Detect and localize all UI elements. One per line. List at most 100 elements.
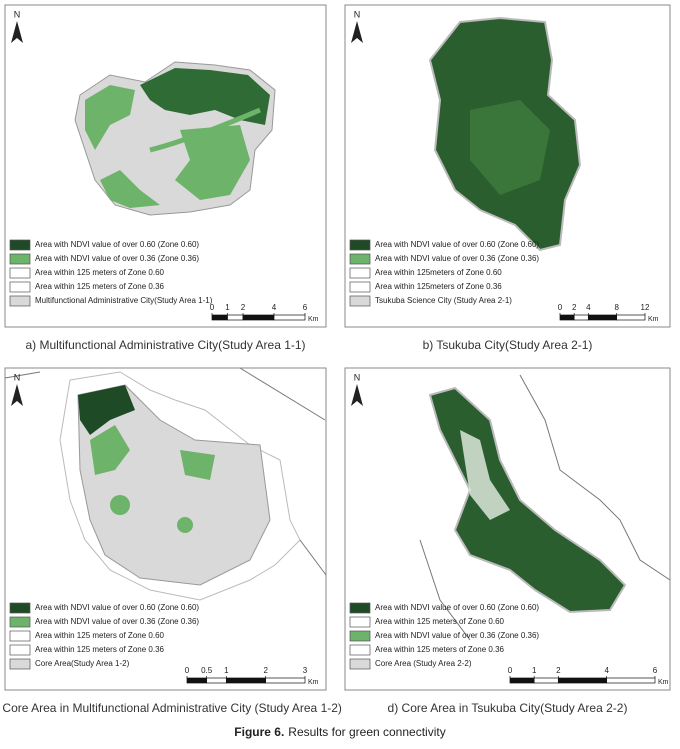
scale-segment — [557, 677, 608, 684]
panel-caption: c) Core Area in Multifunctional Administ… — [0, 701, 342, 715]
scale-label: 6 — [653, 666, 658, 675]
scale-segment — [616, 314, 646, 321]
scale-label: 2 — [241, 303, 246, 312]
north-label: N — [354, 372, 361, 382]
scale-label: 12 — [641, 303, 650, 312]
scale-unit: Km — [658, 679, 669, 686]
panel-caption: a) Multifunctional Administrative City(S… — [25, 338, 305, 352]
scale-segment — [509, 677, 535, 684]
scale-label: 2 — [263, 666, 268, 675]
panel-caption: b) Tsukuba City(Study Area 2-1) — [423, 338, 593, 352]
legend-label: Multifunctional Administrative City(Stud… — [35, 296, 213, 305]
scale-label: 0 — [508, 666, 513, 675]
map — [74, 61, 276, 216]
legend-swatch — [349, 295, 371, 307]
legend-label: Area with NDVI value of over 0.36 (Zone … — [375, 631, 539, 640]
scale-label: 0 — [185, 666, 190, 675]
north-label: N — [354, 9, 361, 19]
north-label: N — [14, 9, 21, 19]
scale-label: 8 — [614, 303, 619, 312]
legend-swatch — [349, 630, 371, 642]
legend-swatch — [349, 239, 371, 251]
legend-label: Area with NDVI value of over 0.60 (Zone … — [375, 603, 539, 612]
scale-unit: Km — [648, 316, 659, 323]
scale-segment — [606, 677, 656, 684]
scale-segment — [227, 314, 244, 321]
legend-swatch — [9, 658, 31, 670]
legend-label: Area with NDVI value of over 0.36 (Zone … — [35, 254, 199, 263]
scale-label: 0 — [558, 303, 563, 312]
scale-segment — [242, 314, 275, 321]
legend-label: Area with NDVI value of over 0.60 (Zone … — [375, 240, 539, 249]
scale-label: 0 — [210, 303, 215, 312]
scale-unit: Km — [308, 316, 319, 323]
legend-swatch — [9, 295, 31, 307]
legend-label: Area within 125meters of Zone 0.36 — [375, 282, 502, 291]
north-label: N — [14, 372, 21, 382]
legend-label: Area within 125 meters of Zone 0.60 — [35, 268, 165, 277]
legend-swatch — [9, 253, 31, 265]
panel-caption: d) Core Area in Tsukuba City(Study Area … — [388, 701, 628, 715]
legend-label: Area with NDVI value of over 0.60 (Zone … — [35, 603, 199, 612]
legend-swatch — [9, 602, 31, 614]
scale-label: 1 — [224, 666, 229, 675]
scale-label: 6 — [303, 303, 308, 312]
map — [419, 374, 671, 641]
scale-segment — [206, 677, 227, 684]
legend-label: Area within 125 meters of Zone 0.60 — [375, 617, 505, 626]
scale-label: 4 — [272, 303, 277, 312]
legend-label: Area with NDVI value of over 0.36 (Zone … — [375, 254, 539, 263]
figure-label: Figure 6. — [234, 725, 284, 739]
legend-swatch — [349, 644, 371, 656]
scale-label: 0.5 — [201, 666, 213, 675]
legend-swatch — [349, 658, 371, 670]
north-arrow — [11, 21, 23, 43]
map — [428, 16, 582, 252]
legend-swatch — [349, 281, 371, 293]
scale-segment — [573, 314, 589, 321]
scale-label: 3 — [303, 666, 308, 675]
scale-segment — [225, 677, 267, 684]
figure-caption: Figure 6. Results for green connectivity — [234, 725, 445, 739]
figure-text: Results for green connectivity — [288, 725, 445, 739]
legend-swatch — [349, 616, 371, 628]
legend-swatch — [349, 602, 371, 614]
scale-label: 2 — [556, 666, 561, 675]
scale-segment — [559, 314, 575, 321]
legend-label: Tsukuba Science City (Study Area 2-1) — [375, 296, 512, 305]
north-arrow — [351, 21, 363, 43]
scale-segment — [265, 677, 306, 684]
north-arrow — [11, 384, 23, 406]
scale-segment — [587, 314, 618, 321]
scale-label: 4 — [604, 666, 609, 675]
legend-label: Area within 125 meters of Zone 0.60 — [35, 631, 165, 640]
legend-label: Core Area(Study Area 1-2) — [35, 659, 130, 668]
north-arrow — [351, 384, 363, 406]
legend-label: Area within 125meters of Zone 0.60 — [375, 268, 502, 277]
legend-swatch — [9, 281, 31, 293]
legend-swatch — [349, 253, 371, 265]
legend-swatch — [9, 644, 31, 656]
scale-segment — [211, 314, 228, 321]
scale-segment — [533, 677, 559, 684]
legend-swatch — [9, 630, 31, 642]
legend-label: Area with NDVI value of over 0.60 (Zone … — [35, 240, 199, 249]
legend-swatch — [349, 267, 371, 279]
scale-unit: Km — [308, 679, 319, 686]
scale-segment — [273, 314, 306, 321]
legend-label: Area within 125 meters of Zone 0.36 — [35, 282, 165, 291]
legend-label: Core Area (Study Area 2-2) — [375, 659, 472, 668]
legend-label: Area within 125 meters of Zone 0.36 — [375, 645, 505, 654]
legend-label: Area with NDVI value of over 0.36 (Zone … — [35, 617, 199, 626]
scale-label: 1 — [532, 666, 537, 675]
legend-swatch — [9, 616, 31, 628]
scale-label: 2 — [572, 303, 577, 312]
scale-label: 1 — [225, 303, 230, 312]
scale-label: 4 — [586, 303, 591, 312]
legend-swatch — [9, 267, 31, 279]
legend-label: Area within 125 meters of Zone 0.36 — [35, 645, 165, 654]
scale-segment — [186, 677, 208, 684]
map — [4, 367, 327, 601]
legend-swatch — [9, 239, 31, 251]
